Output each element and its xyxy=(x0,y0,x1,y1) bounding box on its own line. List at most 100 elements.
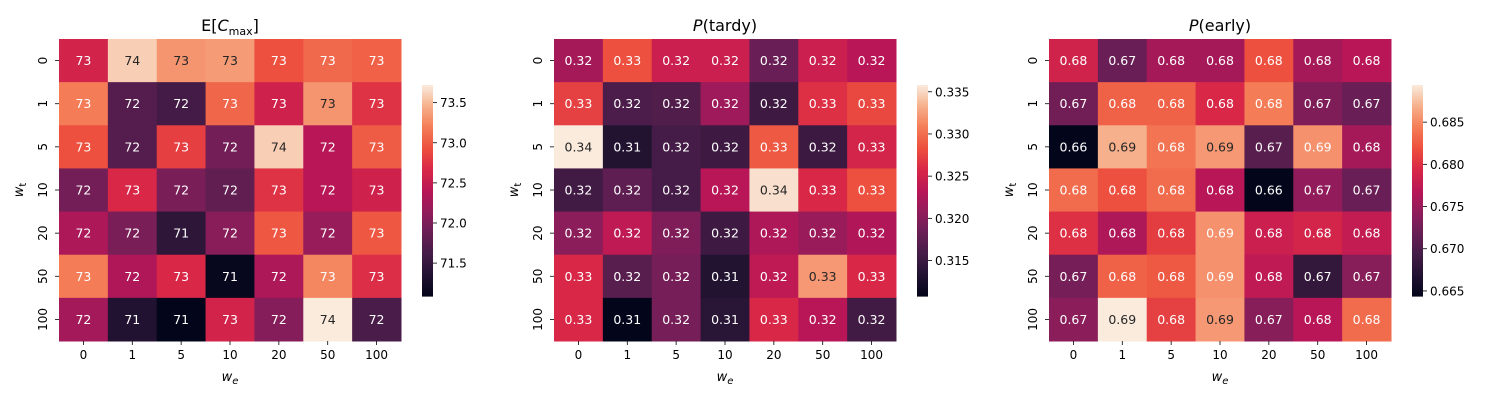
colorbar-segment xyxy=(422,160,433,164)
colorbar-segment xyxy=(1412,258,1423,261)
colorbar-segment xyxy=(422,118,433,122)
colorbar-segment xyxy=(422,194,433,198)
cell-annotation: 0.33 xyxy=(613,53,641,68)
colorbar-segment xyxy=(1412,175,1423,179)
heatmap-cell xyxy=(59,211,109,256)
colorbar-segment xyxy=(1412,260,1423,263)
heatmap-cell xyxy=(205,39,255,83)
x-tick-label: 50 xyxy=(1310,348,1325,362)
heatmap-cell xyxy=(700,82,750,126)
cell-annotation: 0.32 xyxy=(711,139,739,154)
x-tick-label: 20 xyxy=(766,348,781,362)
colorbar-segment xyxy=(422,167,433,170)
colorbar-segment xyxy=(422,251,433,255)
heatmap-cell xyxy=(303,125,353,169)
colorbar-segment xyxy=(917,85,928,88)
heatmap-cell xyxy=(1342,168,1392,213)
colorbar-segment xyxy=(917,158,928,162)
heatmap-cell xyxy=(59,39,109,83)
y-tick-label: 0 xyxy=(36,57,50,65)
heatmap-cell xyxy=(352,297,402,342)
colorbar-segment xyxy=(917,129,928,133)
colorbar-segment xyxy=(422,171,433,175)
colorbar-segment xyxy=(1412,196,1423,200)
y-axis-label: wt xyxy=(12,183,29,198)
cell-annotation: 73 xyxy=(75,96,91,111)
heatmap-cell xyxy=(1195,211,1245,256)
colorbar-tick-label: 72.5 xyxy=(440,176,467,190)
colorbar-tick-label: 73.5 xyxy=(440,96,467,110)
cell-annotation: 71 xyxy=(124,312,140,327)
y-axis-label-base: w xyxy=(507,186,522,197)
colorbar-segment xyxy=(1412,141,1423,145)
colorbar-segment xyxy=(422,289,433,293)
x-tick-label: 10 xyxy=(1212,348,1227,362)
heatmap-cell xyxy=(303,168,353,213)
cell-annotation: 0.68 xyxy=(1255,53,1283,68)
colorbar-segment xyxy=(422,188,433,192)
colorbar-segment xyxy=(422,201,433,204)
heatmap-cell xyxy=(602,168,653,213)
colorbar-segment xyxy=(917,272,928,276)
colorbar-segment xyxy=(1412,146,1423,149)
heatmap-cell xyxy=(156,168,207,213)
cell-annotation: 0.33 xyxy=(809,96,837,111)
heatmap-cell xyxy=(554,254,604,299)
colorbar-segment xyxy=(422,245,433,249)
chart-title: E[Cmax] xyxy=(201,16,259,38)
colorbar-segment xyxy=(1412,226,1423,230)
title-suffix: ] xyxy=(253,16,259,35)
colorbar-segment xyxy=(917,177,928,181)
cell-annotation: 0.68 xyxy=(1255,96,1283,111)
y-tick-label: 20 xyxy=(531,226,545,241)
heatmap-cell xyxy=(107,254,158,299)
colorbar-segment xyxy=(917,110,928,114)
cell-annotation: 0.68 xyxy=(1157,312,1185,327)
y-tick-label: 5 xyxy=(36,143,50,151)
cell-annotation: 0.32 xyxy=(662,53,690,68)
cell-annotation: 0.68 xyxy=(1157,183,1185,198)
heatmap-cell xyxy=(1049,168,1099,213)
colorbar-segment xyxy=(917,114,928,118)
colorbar-tick-label: 0.665 xyxy=(1430,284,1464,298)
cell-annotation: 74 xyxy=(124,53,140,68)
cell-annotation: 0.32 xyxy=(565,226,593,241)
colorbar-segment xyxy=(917,135,928,139)
cell-annotation: 0.68 xyxy=(1060,53,1088,68)
heatmap-cell xyxy=(254,211,304,256)
colorbar-segment xyxy=(422,258,433,261)
cell-annotation: 0.69 xyxy=(1108,312,1136,327)
colorbar-segment xyxy=(917,160,928,164)
cell-annotation: 72 xyxy=(124,139,140,154)
x-tick-label: 10 xyxy=(222,348,237,362)
colorbar-segment xyxy=(917,209,928,213)
colorbar-segment xyxy=(1412,205,1423,208)
colorbar-segment xyxy=(422,205,433,208)
colorbar-segment xyxy=(1412,268,1423,272)
heatmap-cell xyxy=(700,211,750,256)
cell-annotation: 0.67 xyxy=(1060,96,1088,111)
colorbar-segment xyxy=(917,182,928,185)
colorbar-segment xyxy=(917,165,928,168)
colorbar-segment xyxy=(422,87,433,90)
colorbar-segment xyxy=(1412,93,1423,97)
colorbar-segment xyxy=(422,260,433,263)
colorbar-segment xyxy=(917,230,928,234)
heatmap-cell xyxy=(1097,39,1148,83)
cell-annotation: 0.32 xyxy=(858,312,886,327)
colorbar-segment xyxy=(422,139,433,143)
heatmap-cell xyxy=(59,297,109,342)
colorbar-segment xyxy=(1412,251,1423,255)
colorbar-segment xyxy=(1412,106,1423,109)
cell-annotation: 0.32 xyxy=(662,269,690,284)
cell-annotation: 0.67 xyxy=(1353,183,1381,198)
cell-annotation: 73 xyxy=(75,269,91,284)
cell-annotation: 72 xyxy=(369,312,385,327)
heatmap-cell xyxy=(1244,211,1294,256)
heatmap-cell xyxy=(59,125,109,169)
colorbar-segment xyxy=(917,103,928,107)
x-tick-label: 1 xyxy=(128,348,136,362)
colorbar-segment xyxy=(422,131,433,135)
colorbar-segment xyxy=(1412,264,1423,268)
